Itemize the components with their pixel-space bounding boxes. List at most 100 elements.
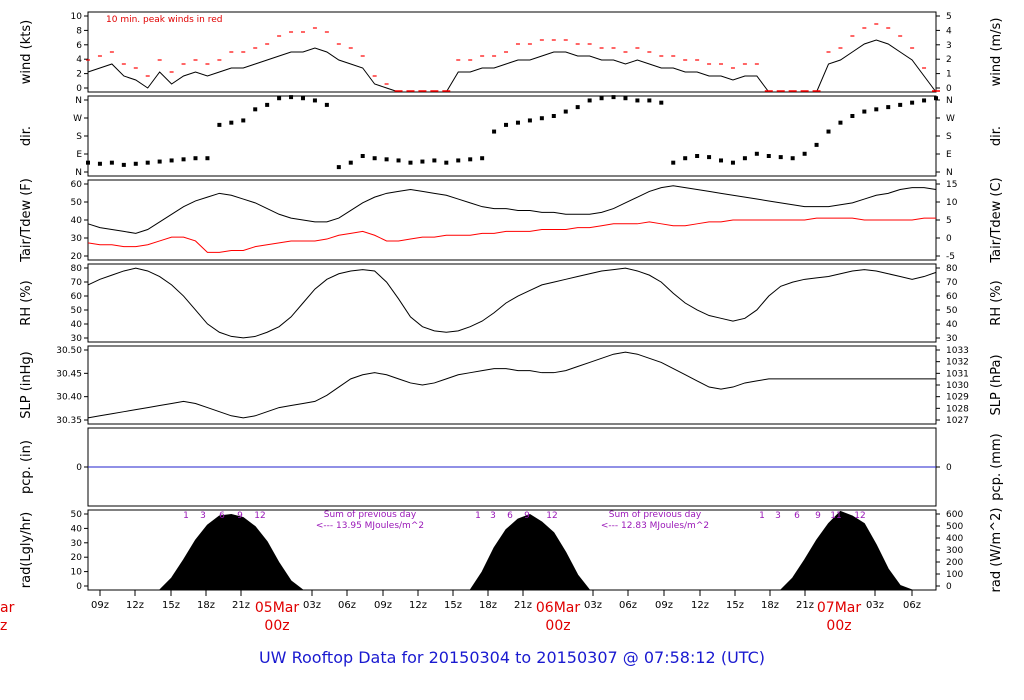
dir-point <box>372 156 377 161</box>
x-tick-label: 12z <box>126 600 144 611</box>
tick-label: 70 <box>946 278 958 288</box>
dir-point <box>121 162 126 167</box>
dir-point <box>599 96 604 101</box>
dir-point <box>300 96 305 101</box>
tick-label: 3 <box>946 41 952 51</box>
tick-label: 1027 <box>946 416 969 426</box>
x-tick-label: 15z <box>162 600 180 611</box>
dir-point <box>575 105 580 110</box>
tick-label: N <box>75 96 82 106</box>
rad-annotation: <--- 12.83 MJoules/m^2 <box>601 521 709 531</box>
tick-label: 300 <box>946 546 963 556</box>
dir-point <box>850 114 855 118</box>
tick-label: 1033 <box>946 346 969 356</box>
hour-mark: 11 <box>830 511 841 521</box>
day-sub-label: 00z <box>264 618 289 634</box>
hour-mark: 9 <box>524 511 530 521</box>
dir-point <box>527 118 532 123</box>
y-axis-label-right: RH (%) <box>989 280 1004 325</box>
dir-point <box>611 95 616 100</box>
tick-label: 40 <box>71 524 83 534</box>
day-label: 07Mar <box>817 600 861 616</box>
tick-label: 400 <box>946 534 963 544</box>
y-axis-label-right: SLP (hPa) <box>989 354 1004 415</box>
tick-label: 0 <box>76 84 82 94</box>
series-line <box>87 351 936 419</box>
tick-label: 2 <box>76 70 82 80</box>
tick-label: 30 <box>946 334 958 344</box>
hour-mark: 3 <box>490 511 496 521</box>
x-tick-label: 15z <box>726 600 744 611</box>
tick-label: 0 <box>946 582 952 592</box>
tick-label: N <box>946 96 953 106</box>
tick-label: 15 <box>946 180 957 190</box>
tick-label: 5 <box>946 12 952 22</box>
dir-point <box>551 114 556 118</box>
tick-label: 100 <box>946 570 963 580</box>
rad-annotation: Sum of previous day <box>609 510 702 520</box>
dir-point <box>205 156 210 161</box>
hour-mark: 6 <box>507 511 513 521</box>
tick-label: 30.50 <box>56 346 82 356</box>
dir-point <box>133 161 138 166</box>
tick-label: 10 <box>71 12 83 22</box>
x-tick-label: 09z <box>91 600 109 611</box>
dir-point <box>790 156 795 161</box>
dir-point <box>671 160 676 165</box>
hour-mark: 1 <box>759 511 765 521</box>
series-line <box>87 267 937 339</box>
y-axis-label-right: rad (W/m^2) <box>989 508 1004 593</box>
series-line <box>87 217 936 253</box>
day-label: 06Mar <box>536 600 580 616</box>
dir-point <box>265 102 270 107</box>
footer-title: UW Rooftop Data for 20150304 to 20150307… <box>258 648 766 667</box>
y-axis-label-left: rad(Lgly/hr) <box>19 512 34 588</box>
panel-frame <box>87 345 937 425</box>
dir-point <box>695 154 700 158</box>
dir-point <box>289 95 294 100</box>
rad-area <box>88 510 936 591</box>
dir-point <box>241 118 246 123</box>
tick-label: 6 <box>76 41 82 51</box>
dir-point <box>157 159 162 164</box>
tick-label: 10 <box>71 568 83 578</box>
x-tick-label: 21z <box>796 600 814 611</box>
dir-point <box>432 158 437 163</box>
dir-point <box>480 156 485 161</box>
hour-mark: 12 <box>854 511 865 521</box>
tick-label: 50 <box>71 198 83 208</box>
dir-point <box>683 156 688 161</box>
y-axis-label-left: wind (kts) <box>19 20 34 84</box>
dir-point <box>109 160 114 165</box>
tick-label: 30 <box>71 539 83 549</box>
dir-point <box>766 154 771 158</box>
tick-label: 0 <box>946 234 952 244</box>
x-tick-label: 06z <box>338 600 356 611</box>
dir-point <box>229 120 234 125</box>
tick-label: 0 <box>76 582 82 592</box>
tick-label: 30 <box>71 234 83 244</box>
dir-point <box>922 98 927 103</box>
tick-label: 40 <box>71 216 83 226</box>
tick-label: W <box>73 114 82 124</box>
dir-point <box>420 159 425 164</box>
x-tick-label: 18z <box>197 600 215 611</box>
tick-label: 1 <box>946 70 952 80</box>
dir-point <box>515 120 520 125</box>
hour-mark: 6 <box>794 511 800 521</box>
tick-label: N <box>75 168 82 178</box>
tick-label: 40 <box>946 320 958 330</box>
dir-point <box>408 160 413 165</box>
panel-frame <box>87 95 937 177</box>
panel-frame <box>87 11 937 93</box>
dir-point <box>886 105 891 110</box>
panel-frame <box>87 179 937 261</box>
day-sub-label: 00z <box>545 618 570 634</box>
dir-point <box>778 155 783 160</box>
dir-point <box>874 107 879 112</box>
tick-label: S <box>946 132 952 142</box>
hour-mark: 3 <box>200 511 206 521</box>
tick-label: 5 <box>946 216 952 226</box>
panel-frame <box>87 263 937 343</box>
x-tick-label: 03z <box>866 600 884 611</box>
